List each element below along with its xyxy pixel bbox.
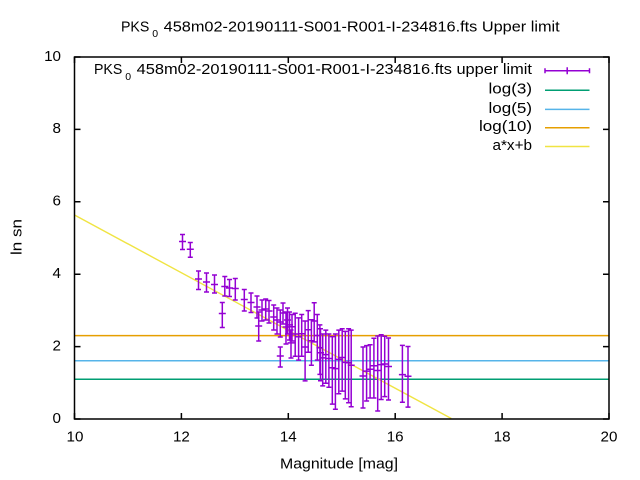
svg-text:0: 0: [53, 410, 61, 427]
svg-text:log(3): log(3): [489, 81, 533, 98]
svg-text:0: 0: [152, 28, 158, 40]
svg-text:6: 6: [53, 193, 61, 210]
svg-text:0: 0: [125, 71, 131, 83]
svg-text:458m02-20190111-S001-R001-I-23: 458m02-20190111-S001-R001-I-234816.fts u…: [137, 61, 533, 78]
svg-text:14: 14: [280, 429, 297, 446]
svg-text:Magnitude [mag]: Magnitude [mag]: [280, 456, 398, 473]
svg-text:ln sn: ln sn: [9, 219, 26, 255]
svg-text:18: 18: [494, 429, 511, 446]
svg-text:4: 4: [53, 265, 61, 282]
svg-text:PKS: PKS: [121, 18, 149, 35]
svg-text:12: 12: [173, 429, 190, 446]
svg-text:10: 10: [67, 429, 84, 446]
svg-text:16: 16: [387, 429, 404, 446]
svg-text:8: 8: [53, 120, 61, 137]
svg-text:10: 10: [44, 48, 61, 65]
svg-text:log(10): log(10): [479, 118, 532, 135]
svg-text:a*x+b: a*x+b: [493, 137, 533, 154]
svg-text:458m02-20190111-S001-R001-I-23: 458m02-20190111-S001-R001-I-234816.fts U…: [164, 18, 561, 35]
svg-text:2: 2: [53, 337, 61, 354]
svg-text:PKS: PKS: [94, 61, 122, 78]
svg-text:log(5): log(5): [489, 100, 533, 117]
svg-text:20: 20: [601, 429, 618, 446]
